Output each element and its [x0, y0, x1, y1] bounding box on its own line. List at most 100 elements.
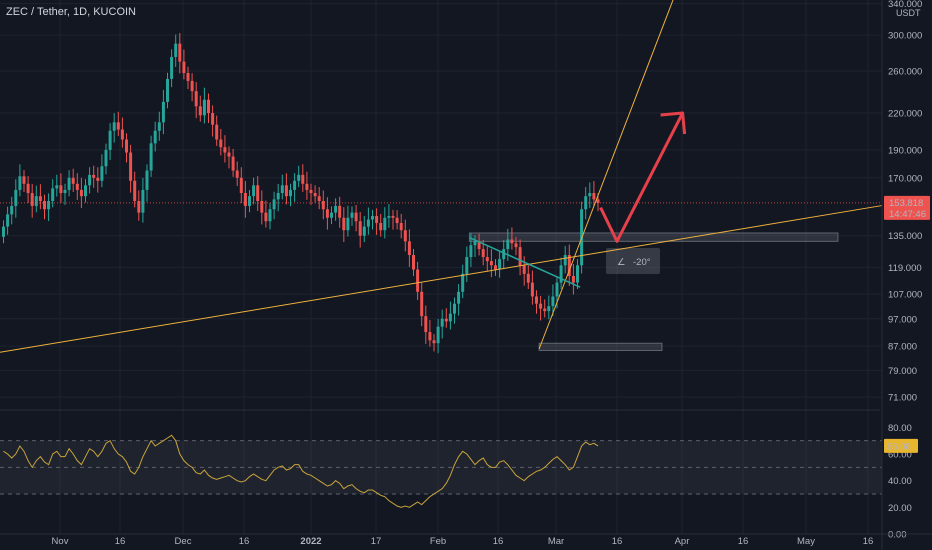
candle-body [256, 185, 260, 202]
rsi-axis[interactable]: 80.00 60.00 40.00 20.00 0.00 [888, 423, 912, 541]
candle-body [264, 212, 268, 222]
candle-body [14, 189, 18, 206]
candle-body [129, 152, 133, 181]
candle-body [358, 221, 362, 236]
candle-body [34, 196, 38, 206]
candle-body [276, 193, 280, 200]
candle-body [395, 217, 399, 224]
candle-body [190, 80, 194, 92]
candle-body [88, 174, 92, 186]
candle-body [289, 189, 292, 197]
candle-body [420, 291, 424, 317]
candle-body [403, 230, 407, 242]
candle-body [272, 199, 276, 210]
resistance-zone [468, 232, 839, 242]
candle-body [436, 326, 440, 344]
candle-body [338, 205, 342, 218]
candle-body [559, 265, 563, 283]
steep-trendline [538, 0, 674, 350]
candle-body [407, 241, 411, 256]
time-tick-label: 16 [738, 536, 749, 547]
candle-body [194, 91, 198, 107]
candle-body [145, 170, 149, 190]
candle-body [141, 189, 145, 213]
price-tick-label: 300.000 [888, 31, 922, 42]
candle-body [461, 273, 465, 292]
lower-zone [538, 342, 663, 351]
candle-body [391, 216, 395, 218]
countdown: 14:47:46 [889, 209, 926, 220]
candle-body [305, 183, 309, 190]
candle-body [223, 147, 227, 153]
candle-body [539, 303, 543, 309]
rsi-pane [0, 434, 882, 508]
price-tick-label: 190.000 [888, 145, 922, 156]
last-price-badge [884, 195, 930, 220]
candle-body [551, 296, 555, 307]
candle-body [535, 296, 538, 304]
candle-body [334, 205, 338, 213]
candle-body [489, 261, 493, 266]
candle-body [10, 205, 14, 215]
candle-body [563, 255, 567, 266]
time-tick-label: 2022 [300, 536, 321, 547]
candle-body [371, 216, 374, 220]
price-tick-label: 260.000 [888, 67, 922, 78]
price-axis[interactable]: 340.000 300.000 260.000 220.000 190.000 170.0… [881, 0, 922, 550]
candle-body [416, 269, 420, 292]
candle-body [120, 129, 124, 140]
candle-body [92, 174, 96, 178]
candle-body [268, 209, 272, 222]
candle-body [498, 259, 502, 270]
candle-body [239, 177, 243, 194]
candle-body [444, 318, 448, 322]
candle-body [153, 130, 157, 144]
candle-body [157, 122, 161, 131]
time-tick-label: 17 [371, 536, 382, 547]
candle-body [387, 216, 391, 218]
candle-body [375, 216, 379, 224]
candle-body [592, 193, 596, 200]
drawing-zones[interactable] [468, 232, 839, 351]
candle-body [317, 196, 321, 202]
candle-body [321, 201, 325, 210]
drawings[interactable]: ∠ -20° [0, 0, 883, 353]
candle-body [412, 255, 415, 270]
time-axis[interactable]: Nov 16 Dec 16 2022 17 Feb 16 Mar 16 Apr 16 May 16 [0, 533, 932, 547]
candle-body [518, 247, 522, 266]
candle-body [453, 303, 456, 314]
candle-body [432, 340, 436, 344]
candle-body [514, 243, 518, 248]
candle-body [227, 152, 231, 157]
candle-body [350, 212, 354, 218]
candle-body [231, 156, 235, 171]
candle-body [571, 275, 575, 283]
candle-body [473, 241, 477, 246]
candle-body [108, 130, 112, 150]
candle-body [297, 174, 301, 181]
candle-body [198, 106, 202, 116]
candle-body [2, 226, 5, 237]
rsi-value-badge [884, 438, 918, 453]
candle-body [219, 139, 223, 148]
price-tick-label: 79.000 [888, 366, 917, 377]
candle-body [47, 201, 51, 210]
angle-label: -20° [633, 257, 651, 268]
time-tick-label: 16 [493, 536, 504, 547]
symbol-title[interactable]: ZEC / Tether, 1D, KUCOIN [6, 6, 137, 18]
candle-body [313, 193, 317, 197]
candle-body [55, 185, 59, 189]
candle-body [137, 201, 141, 213]
candle-body [202, 99, 206, 116]
candle-body [325, 209, 329, 218]
rsi-value: 66.08 [887, 441, 911, 452]
candle-body [207, 99, 210, 114]
rsi-tick-label: 20.00 [888, 503, 912, 514]
candle-body [477, 241, 481, 250]
candle-body [174, 43, 178, 57]
candle-body [104, 149, 108, 167]
candle-body [133, 180, 137, 202]
candle-body [67, 177, 71, 190]
time-tick-label: 16 [612, 536, 623, 547]
